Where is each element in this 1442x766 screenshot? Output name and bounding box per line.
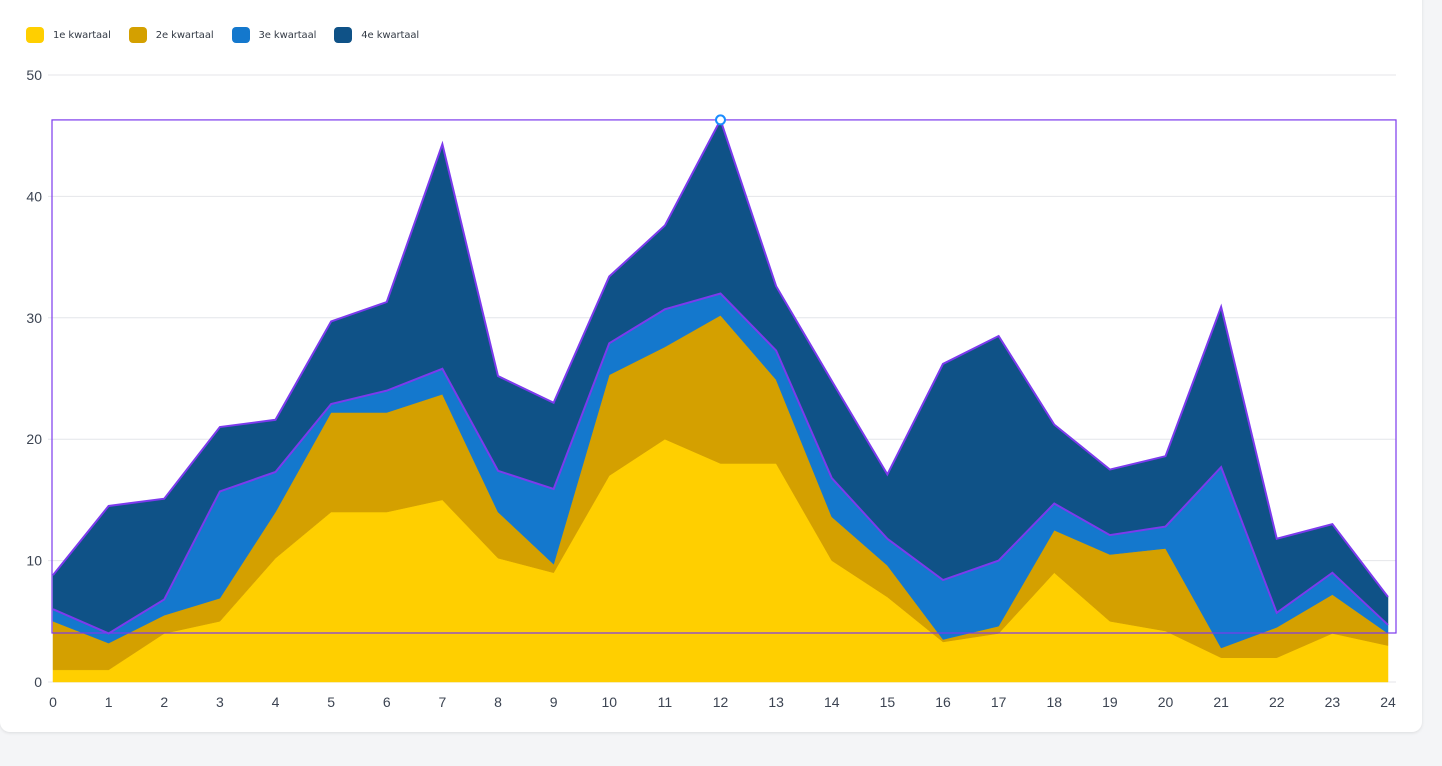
x-tick-label: 6 <box>383 694 391 710</box>
legend-item-q2[interactable]: 2e kwartaal <box>128 27 214 43</box>
x-tick-label: 1 <box>105 694 113 710</box>
legend-swatch <box>231 27 250 43</box>
x-tick-label: 16 <box>935 694 951 710</box>
y-tick-label: 30 <box>26 310 42 326</box>
legend-swatch <box>128 27 147 43</box>
x-tick-label: 3 <box>216 694 224 710</box>
legend-swatch <box>334 27 353 43</box>
y-axis: 0 10 20 30 40 50 <box>26 67 42 690</box>
y-tick-label: 50 <box>26 67 42 83</box>
x-tick-label: 21 <box>1213 694 1229 710</box>
selection-highlight <box>51 114 1397 635</box>
legend-item-q1[interactable]: 1e kwartaal <box>26 27 111 43</box>
x-tick-label: 12 <box>713 694 729 710</box>
x-tick-label: 14 <box>824 694 840 710</box>
x-tick-label: 18 <box>1046 694 1062 710</box>
x-tick-label: 19 <box>1102 694 1118 710</box>
x-tick-label: 17 <box>991 694 1007 710</box>
area-series <box>52 119 1389 683</box>
x-tick-label: 10 <box>601 694 617 710</box>
legend-label: 1e kwartaal <box>53 29 111 41</box>
x-tick-label: 4 <box>272 694 280 710</box>
highlight-outline <box>52 292 1389 635</box>
highlight-marker <box>715 114 726 126</box>
x-tick-label: 2 <box>160 694 168 710</box>
x-tick-label: 24 <box>1380 694 1396 710</box>
legend-label: 2e kwartaal <box>155 29 214 41</box>
x-tick-label: 9 <box>550 694 558 710</box>
x-tick-label: 8 <box>494 694 502 710</box>
x-axis: 0 1 2 3 4 5 6 7 8 9 10 11 12 13 14 15 16 17 18 19 20 21 22 23 24 <box>49 694 1396 710</box>
x-tick-label: 22 <box>1269 694 1285 710</box>
legend: 1e kwartaal 2e kwartaal 3e kwartaal 4e k… <box>26 27 419 43</box>
legend-item-q4[interactable]: 4e kwartaal <box>334 27 419 43</box>
x-tick-label: 7 <box>438 694 446 710</box>
legend-item-q3[interactable]: 3e kwartaal <box>231 27 317 43</box>
x-tick-label: 20 <box>1158 694 1174 710</box>
x-tick-label: 15 <box>880 694 896 710</box>
x-tick-label: 13 <box>768 694 784 710</box>
legend-label: 4e kwartaal <box>361 29 420 41</box>
x-tick-label: 5 <box>327 694 335 710</box>
x-tick-label: 23 <box>1325 694 1341 710</box>
y-tick-label: 0 <box>34 674 42 690</box>
legend-swatch <box>26 27 44 43</box>
y-tick-label: 40 <box>26 188 42 204</box>
y-tick-label: 20 <box>26 431 42 447</box>
x-tick-label: 0 <box>49 694 57 710</box>
legend-label: 3e kwartaal <box>258 29 317 41</box>
y-tick-label: 10 <box>26 553 42 569</box>
x-tick-label: 11 <box>658 694 673 710</box>
